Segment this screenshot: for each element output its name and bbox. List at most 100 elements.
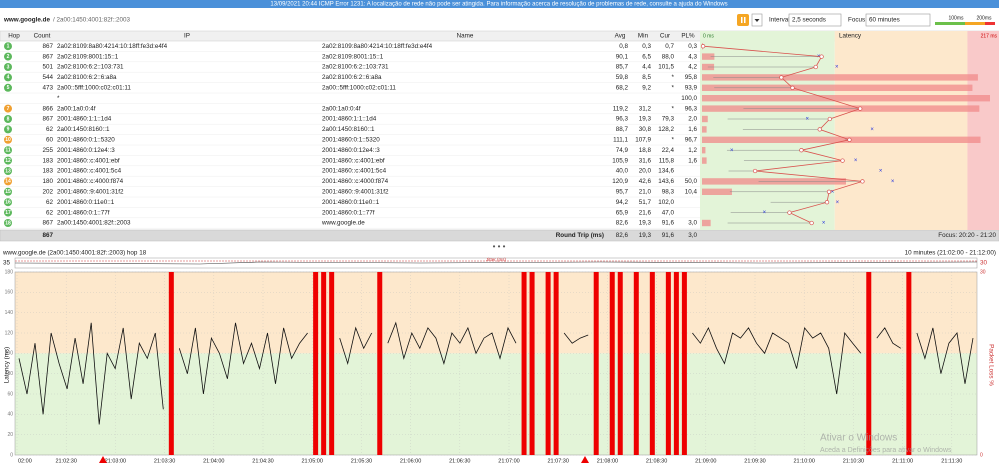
cell: 88,7 [616,126,629,133]
y-tick-label: 60 [7,391,13,397]
cell: 62 [46,209,54,216]
hop-number: 4 [7,75,10,81]
loss-event-marker[interactable] [581,456,589,463]
table-footer [0,229,999,242]
current-marker: × [763,210,767,216]
packet-loss-bar [702,84,973,91]
avg-latency-point [813,64,818,70]
loss-event-marker[interactable] [99,456,107,463]
hop-icon [4,146,12,155]
hop-icon [4,167,12,175]
x-tick-label: 21:05:00 [301,458,322,464]
hop-number: 14 [5,179,11,185]
packet-loss-bar [313,272,319,455]
avg-latency-point [847,137,852,142]
packet-loss-bar [702,74,978,81]
cell: 90,1 [616,53,629,60]
hop-icon [4,115,12,123]
packet-loss-bar [649,272,655,455]
avg-latency-point [700,44,706,49]
hop-number: 1 [7,44,10,50]
cell: 183 [42,157,53,164]
y-tick-label: 100 [5,351,14,357]
cell: 21,6 [639,209,652,216]
column-header: Hop [8,33,20,40]
x-tick-label: 21:08:00 [597,458,618,464]
latency-zone-good [700,31,835,230]
cell: 2001:4860::c:4000:f874 [322,178,389,185]
cell: 867 [42,116,53,123]
cell: 102,0 [658,199,674,206]
cell: 1,2 [688,147,697,154]
avg-latency-point [819,54,824,59]
packet-loss-bar [553,272,559,455]
cell: 2001:4860:0:12e4::3 [57,147,115,154]
packet-loss-bar [702,136,981,143]
focus-select[interactable] [865,13,931,27]
cell: 91,6 [662,220,675,227]
cell: 180 [42,178,53,185]
cell: 96,7 [685,136,698,143]
packet-loss-bar [702,157,707,164]
cell: 128,2 [658,126,674,133]
x-tick-label: 21:03:30 [154,458,175,464]
hop-number: 15 [5,189,11,195]
footer-value: 3,0 [688,232,697,239]
cell: 867 [42,220,53,227]
cell: 866 [42,105,53,112]
cell: 4,2 [688,64,697,71]
hop-icon [4,104,12,113]
y-axis-label: Latency (ms) [4,347,11,383]
avg-latency-point [824,200,830,205]
avg-latency-point [817,127,822,132]
legend-red [985,22,995,25]
cell: 42,6 [639,178,652,185]
packet-loss-bar [593,272,599,455]
cell: * [672,105,675,112]
cell: 2a02:8109:8a80:4214:10:18ff:fe3d:e4f4 [57,43,168,50]
cell: 2001:4860:0:1::77f [57,209,110,216]
splitter[interactable]: • • • [493,242,506,251]
cell: 2001:4860:1:1::1d4 [57,116,112,123]
hop-number: 16 [5,200,11,206]
hop-number: 12 [5,158,11,164]
hop-icon [4,187,12,196]
cell: 544 [42,74,53,81]
latency-graph: 0 20 40 60 80 100 120 140 160 180 0 30 02:00 21:02:30… [5,269,986,464]
cell: 101,5 [658,64,674,71]
packet-loss-bar [702,126,707,133]
packet-loss-bar [702,115,708,123]
cell: 94,2 [616,199,629,206]
cell: 2a02:8109:8a80:4214:10:18ff:fe3d:e4f4 [322,43,433,50]
packet-loss-bar [617,272,623,455]
packet-loss-bar [665,272,671,455]
avg-latency-point [752,168,758,174]
x-tick-label: 21:10:30 [843,458,864,464]
interval-value: 2,5 seconds [792,17,826,24]
pause-button[interactable] [737,14,749,26]
current-marker: × [870,127,874,133]
x-tick-label: 21:05:30 [351,458,372,464]
packet-loss-bar [529,272,535,455]
footer-value: 91,6 [662,232,675,239]
target-address: / 2a00:1450:4001:82f::2003 [53,17,131,24]
graph-title: www.google.de (2a00:1450:4001:82f::2003)… [2,250,147,257]
jitter-right: 30 [980,260,988,267]
packet-loss-bar [609,272,615,455]
cell: 2a00:1450:8160::1 [322,126,375,133]
cell: 47,0 [662,209,675,216]
focus-label: Focus [848,17,865,24]
cell: 59,8 [616,74,629,81]
cell: 93,9 [685,84,698,91]
interval-select[interactable] [788,13,842,27]
legend-green [935,22,965,25]
footer-value: 82,6 [616,232,629,239]
packet-loss-bar [702,95,990,102]
hop-icon [4,83,12,92]
hop-icon [4,42,12,51]
cell: 74,9 [616,147,629,154]
avg-latency-point [860,179,865,184]
cell: 183 [42,168,53,175]
current-marker: × [730,148,734,154]
